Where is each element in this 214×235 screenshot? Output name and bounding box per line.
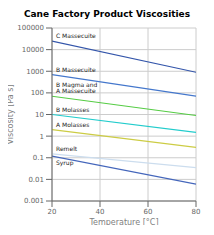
svg-text:Remelt: Remelt bbox=[56, 145, 78, 152]
svg-text:10000: 10000 bbox=[22, 46, 44, 54]
svg-text:0.1: 0.1 bbox=[33, 154, 44, 162]
svg-text:Syrup: Syrup bbox=[56, 159, 74, 167]
svg-text:0.001: 0.001 bbox=[24, 197, 44, 205]
svg-text:40: 40 bbox=[96, 208, 105, 216]
svg-text:80: 80 bbox=[192, 208, 201, 216]
svg-text:20: 20 bbox=[48, 208, 57, 216]
html-text:Cane Factory Product Viscositi: Cane Factory Product Viscosities bbox=[23, 9, 191, 19]
svg-text:10: 10 bbox=[35, 111, 44, 119]
svg-text:Viscosity [Pa s]: Viscosity [Pa s] bbox=[8, 84, 15, 144]
svg-text:100: 100 bbox=[31, 89, 44, 97]
svg-text:A Molasses: A Molasses bbox=[56, 121, 89, 128]
svg-text:1000: 1000 bbox=[26, 68, 44, 76]
svg-text:100000: 100000 bbox=[17, 24, 44, 32]
svg-text:1: 1 bbox=[40, 133, 44, 141]
svg-text:60: 60 bbox=[144, 208, 153, 216]
svg-text:B Magma andA Massecuite: B Magma andA Massecuite bbox=[56, 81, 98, 95]
svg-text:0.01: 0.01 bbox=[28, 176, 44, 184]
svg-text:B Massecuite: B Massecuite bbox=[56, 66, 96, 73]
svg-text:C Massecuite: C Massecuite bbox=[56, 32, 96, 39]
svg-text:Temperature [°C]: Temperature [°C] bbox=[88, 218, 158, 225]
svg-text:B Molasses: B Molasses bbox=[56, 106, 89, 113]
